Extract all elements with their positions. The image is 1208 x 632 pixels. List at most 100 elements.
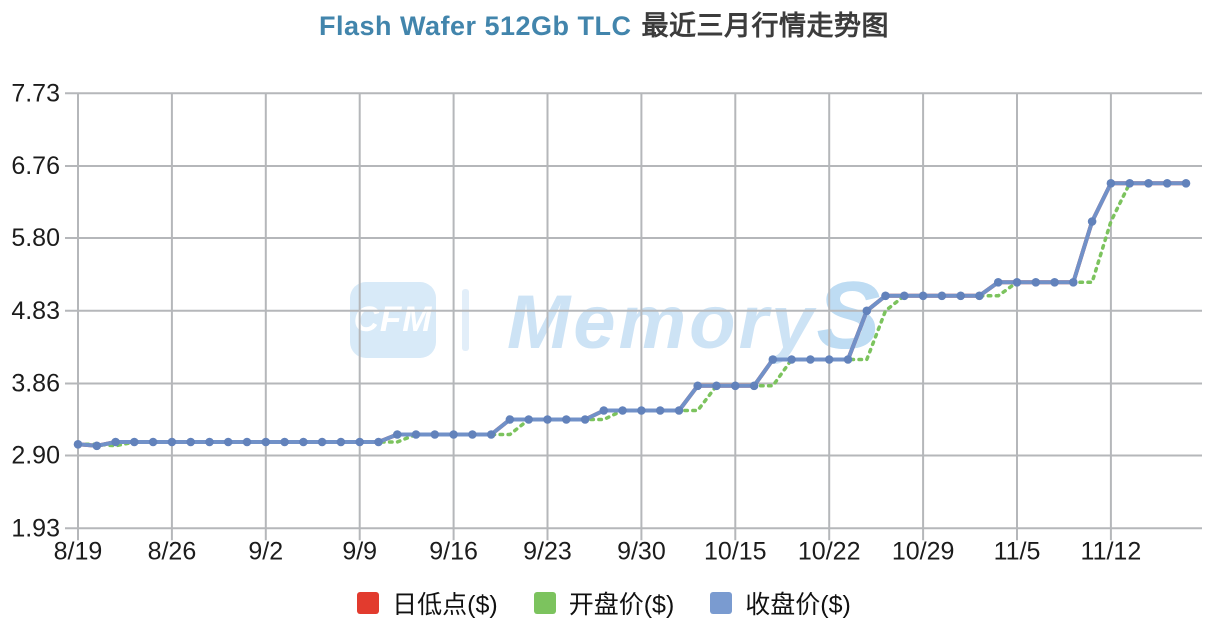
close-price-data-point [242, 437, 252, 447]
close-price-data-point [299, 437, 308, 447]
close-price-data-point [130, 437, 139, 447]
close-price-data-point [1181, 179, 1191, 188]
legend-item-daily-low: 日低点($) [357, 585, 498, 621]
watermark-separator [462, 288, 469, 351]
x-tick-label: 11/12 [1081, 537, 1142, 565]
close-price-data-point [73, 440, 83, 449]
close-price-data-point [411, 430, 421, 439]
close-price-data-point [355, 437, 365, 447]
chart-title-product: Flash Wafer 512Gb TLC [318, 11, 632, 41]
x-tick-label: 9/23 [523, 537, 572, 565]
close-price-data-point [336, 437, 346, 447]
series-line-close-price [76, 181, 1188, 448]
close-price-data-point [881, 291, 890, 301]
close-price-data-point [674, 406, 684, 415]
close-price-data-point [937, 291, 947, 301]
watermark-brand: MemoryS [507, 268, 883, 364]
x-tick-label: 11/5 [994, 537, 1041, 565]
series-line-daily-low [76, 181, 1188, 448]
close-price-data-point [505, 415, 515, 424]
close-price-data-point [618, 406, 627, 415]
y-tick-label: 3.86 [11, 370, 60, 398]
legend-item-close-price: 收盘价($) [710, 585, 851, 621]
close-price-data-point [1106, 179, 1116, 188]
legend-item-open-price: 开盘价($) [533, 585, 675, 621]
close-price-data-point [1144, 179, 1153, 188]
close-price-data-point [1069, 278, 1078, 287]
close-price-data-point [862, 306, 872, 316]
close-price-data-point [749, 381, 759, 391]
y-tick-label: 6.76 [11, 152, 60, 180]
x-tick-label: 10/22 [798, 537, 861, 565]
close-price-data-point [223, 437, 233, 447]
y-tick-label: 1.93 [11, 514, 60, 542]
close-price-data-point [317, 437, 327, 447]
chart-legend: 日低点($) 开盘价($) 收盘价($) [0, 585, 1208, 621]
legend-label-open-price: 开盘价($) [568, 591, 675, 619]
close-price-data-point [712, 381, 721, 391]
close-price-data-point [148, 437, 158, 447]
watermark-brand-text: Memory [507, 280, 817, 365]
close-price-data-point [167, 437, 177, 447]
close-price-data-point [543, 415, 552, 424]
close-price-data-point [787, 355, 796, 364]
legend-swatch-daily-low [357, 592, 380, 614]
close-price-data-point [975, 291, 984, 301]
x-tick-label: 9/2 [248, 537, 283, 565]
y-tick-label: 5.80 [11, 224, 60, 252]
close-price-data-point [956, 291, 965, 301]
close-price-data-point [1125, 179, 1134, 188]
close-price-data-point [824, 355, 834, 364]
close-price-data-point [393, 430, 402, 439]
close-price-data-point [261, 437, 271, 447]
close-price-data-point [374, 437, 383, 447]
y-tick-label: 4.83 [11, 297, 60, 325]
y-tick-label: 7.73 [11, 79, 60, 107]
close-price-data-point [1162, 179, 1172, 188]
close-price-data-point [637, 406, 646, 415]
x-tick-label: 10/15 [704, 537, 767, 565]
close-price-data-point [580, 415, 590, 424]
chart-title: Flash Wafer 512Gb TLC 最近三月行情走势图 [0, 4, 1208, 43]
close-price-data-point [693, 381, 702, 391]
close-price-data-point [655, 406, 665, 415]
close-price-data-point [468, 430, 477, 439]
legend-swatch-open-price [533, 592, 556, 614]
close-price-data-point [1050, 278, 1059, 287]
x-tick-label: 9/30 [617, 537, 666, 565]
close-price-data-point [599, 406, 609, 415]
y-tick-label: 2.90 [11, 442, 60, 470]
close-price-data-point [1012, 278, 1022, 287]
close-price-data-point [806, 355, 815, 364]
close-price-data-point [1031, 278, 1041, 287]
close-price-data-point [993, 278, 1003, 287]
close-price-data-point [843, 355, 853, 364]
legend-swatch-close-price [710, 592, 733, 614]
close-price-data-point [186, 437, 195, 447]
close-price-data-point [731, 381, 740, 391]
x-tick-label: 9/16 [429, 537, 478, 565]
close-price-data-point [562, 415, 571, 424]
legend-label-daily-low: 日低点($) [392, 591, 498, 619]
close-price-data-point [768, 355, 778, 364]
watermark-cfm-logo: CFM [350, 281, 436, 358]
close-price-data-point [111, 437, 120, 447]
watermark-brand-s: S [816, 262, 884, 369]
close-price-data-point [486, 430, 496, 439]
close-price-data-point [449, 430, 458, 439]
close-price-data-point [918, 291, 928, 301]
close-price-data-point [92, 441, 102, 451]
legend-label-close-price: 收盘价($) [745, 591, 851, 619]
close-price-data-point [280, 437, 289, 447]
close-price-data-point [430, 430, 440, 439]
x-tick-label: 8/19 [54, 537, 103, 565]
x-tick-label: 9/9 [342, 537, 377, 565]
watermark: CFM MemoryS [350, 268, 883, 364]
close-price-data-point [900, 291, 909, 301]
close-price-data-point [1087, 217, 1097, 226]
series-line-open-price [76, 181, 1188, 448]
x-tick-label: 8/26 [148, 537, 197, 565]
chart-title-suffix: 最近三月行情走势图 [641, 11, 890, 41]
